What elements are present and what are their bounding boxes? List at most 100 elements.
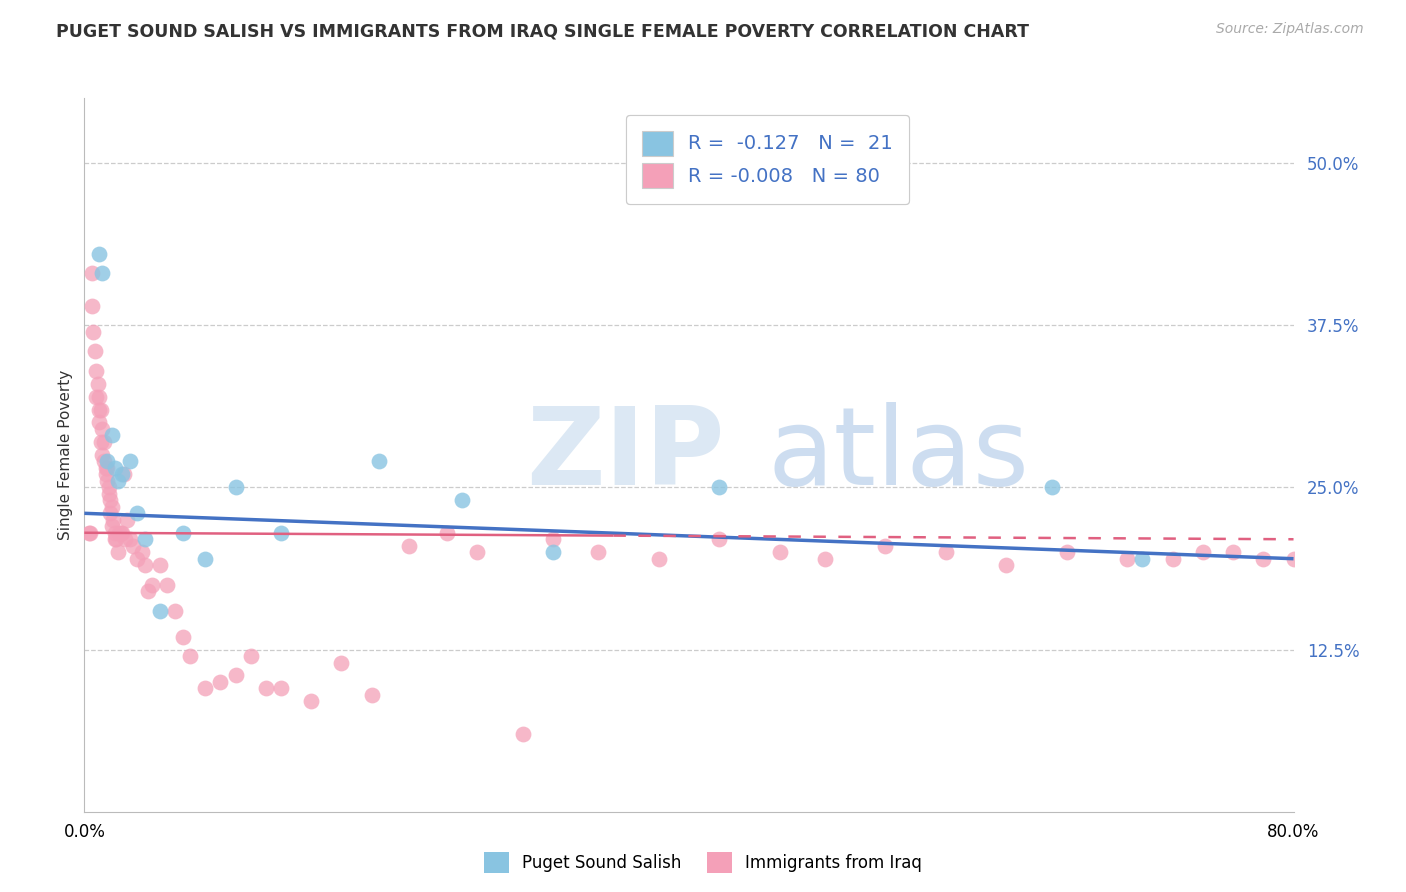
Text: Source: ZipAtlas.com: Source: ZipAtlas.com [1216, 22, 1364, 37]
Point [709, 533, 731, 547]
Point [105, 533, 128, 547]
Point [254, 681, 277, 696]
Point [209, 675, 232, 690]
Point [107, 474, 129, 488]
Point [94, 461, 117, 475]
Point [93, 434, 115, 449]
Point [995, 558, 1018, 573]
Point [368, 454, 391, 468]
Point [769, 545, 792, 559]
Point [1040, 480, 1063, 494]
Text: atlas: atlas [768, 402, 1029, 508]
Point [172, 525, 194, 540]
Point [98, 493, 121, 508]
Point [127, 506, 149, 520]
Point [101, 513, 124, 527]
Point [156, 577, 179, 591]
Point [225, 668, 247, 682]
Point [91, 422, 114, 436]
Point [127, 551, 149, 566]
Point [89, 247, 111, 261]
Point [104, 461, 127, 475]
Legend: R =  -0.127   N =  21, R = -0.008   N = 80: R = -0.127 N = 21, R = -0.008 N = 80 [626, 115, 908, 204]
Point [108, 525, 131, 540]
Point [648, 551, 671, 566]
Point [118, 454, 141, 468]
Point [165, 604, 187, 618]
Point [270, 525, 292, 540]
Point [225, 480, 247, 494]
Point [1116, 551, 1139, 566]
Point [80, 299, 103, 313]
Point [149, 604, 172, 618]
Point [194, 681, 217, 696]
Point [299, 694, 322, 708]
Point [330, 656, 353, 670]
Point [1253, 551, 1275, 566]
Point [104, 533, 127, 547]
Point [239, 648, 262, 663]
Point [1282, 551, 1305, 566]
Point [179, 648, 201, 663]
Point [436, 525, 458, 540]
Point [91, 448, 114, 462]
Point [86, 363, 108, 377]
Point [97, 480, 120, 494]
Point [96, 474, 118, 488]
Y-axis label: Single Female Poverty: Single Female Poverty [58, 370, 73, 540]
Point [115, 513, 138, 527]
Point [89, 416, 111, 430]
Point [875, 539, 897, 553]
Point [100, 500, 122, 514]
Text: PUGET SOUND SALISH VS IMMIGRANTS FROM IRAQ SINGLE FEMALE POVERTY CORRELATION CHA: PUGET SOUND SALISH VS IMMIGRANTS FROM IR… [56, 22, 1029, 40]
Point [136, 584, 159, 599]
Point [709, 480, 731, 494]
Point [111, 525, 134, 540]
Point [194, 551, 217, 566]
Point [79, 525, 101, 540]
Point [451, 493, 474, 508]
Point [141, 577, 163, 591]
Point [89, 402, 111, 417]
Point [1161, 551, 1184, 566]
Point [398, 539, 420, 553]
Point [134, 533, 156, 547]
Point [97, 487, 120, 501]
Point [112, 467, 135, 482]
Point [77, 525, 100, 540]
Point [90, 402, 112, 417]
Point [541, 533, 564, 547]
Point [98, 506, 121, 520]
Point [82, 325, 104, 339]
Point [118, 533, 141, 547]
Point [935, 545, 957, 559]
Point [270, 681, 292, 696]
Point [149, 558, 172, 573]
Point [1192, 545, 1215, 559]
Point [91, 266, 114, 280]
Point [96, 461, 118, 475]
Point [1130, 551, 1153, 566]
Point [80, 266, 103, 280]
Point [84, 344, 107, 359]
Point [107, 545, 129, 559]
Point [100, 428, 122, 442]
Point [94, 467, 117, 482]
Point [467, 545, 489, 559]
Point [588, 545, 610, 559]
Point [1056, 545, 1078, 559]
Point [96, 454, 118, 468]
Point [131, 545, 153, 559]
Point [814, 551, 837, 566]
Point [93, 454, 115, 468]
Point [89, 390, 111, 404]
Point [1222, 545, 1244, 559]
Point [110, 525, 132, 540]
Point [512, 727, 534, 741]
Legend: Puget Sound Salish, Immigrants from Iraq: Puget Sound Salish, Immigrants from Iraq [478, 846, 928, 880]
Point [541, 545, 564, 559]
Point [111, 467, 134, 482]
Point [114, 533, 136, 547]
Point [87, 376, 110, 391]
Point [90, 434, 112, 449]
